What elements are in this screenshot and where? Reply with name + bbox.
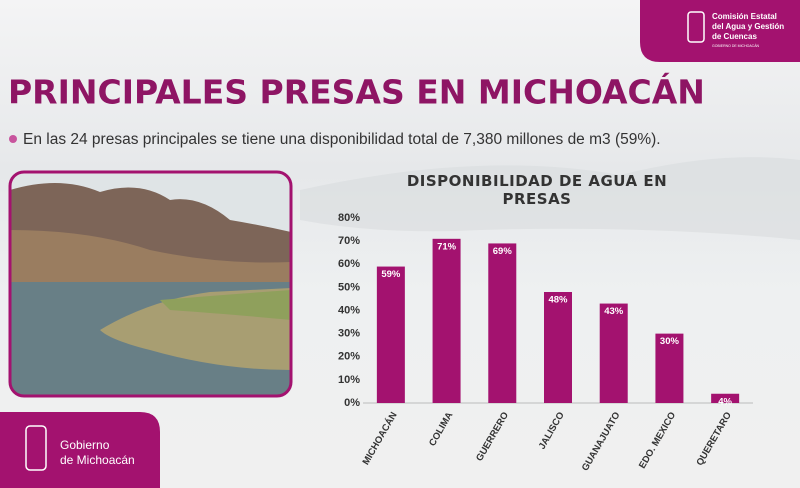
- bullet-dot: [9, 135, 17, 143]
- footer-emblem: [25, 425, 47, 471]
- agency-box: [640, 0, 800, 62]
- bullet-text: En las 24 presas principales se tiene un…: [23, 131, 661, 148]
- y-tick-label: 40%: [338, 304, 360, 316]
- y-tick-label: 0%: [344, 397, 360, 409]
- y-tick-label: 20%: [338, 351, 360, 363]
- photo: [10, 172, 291, 396]
- y-tick-label: 60%: [338, 258, 360, 270]
- bar: [432, 238, 461, 403]
- footer-line: de Michoacán: [60, 453, 135, 467]
- y-tick-label: 10%: [338, 374, 360, 386]
- value-label: 69%: [493, 246, 513, 257]
- bg-hills: [300, 157, 800, 240]
- agency-emblem: [687, 11, 705, 43]
- agency-line: Comisión Estatal: [712, 12, 777, 21]
- bar: [376, 266, 405, 403]
- y-tick-label: 30%: [338, 328, 360, 340]
- bar: [711, 393, 740, 403]
- footer-box: [0, 412, 160, 488]
- value-label: 71%: [437, 241, 457, 252]
- bar: [488, 243, 517, 403]
- slide-title: PRINCIPALES PRESAS EN MICHOACÁN: [8, 72, 705, 112]
- y-tick-label: 50%: [338, 281, 360, 293]
- chart-title: DISPONIBILIDAD DE AGUA EN PRESAS: [406, 172, 668, 208]
- y-tick-label: 70%: [338, 235, 360, 247]
- value-label: 4%: [718, 396, 732, 407]
- photo-frame: [8, 170, 293, 398]
- agency-line: de Cuencas: [712, 32, 757, 41]
- y-tick-label: 80%: [338, 212, 360, 224]
- value-label: 48%: [548, 295, 568, 306]
- agency-line: del Agua y Gestión: [712, 22, 784, 31]
- bar: [599, 303, 628, 403]
- value-label: 59%: [381, 269, 401, 280]
- agency-sub: GOBIERNO DE MICHOACÁN: [712, 44, 760, 48]
- value-label: 43%: [604, 306, 624, 317]
- value-label: 30%: [660, 336, 680, 347]
- bar: [544, 292, 572, 403]
- bar: [655, 333, 684, 403]
- footer-line: Gobierno: [60, 438, 110, 452]
